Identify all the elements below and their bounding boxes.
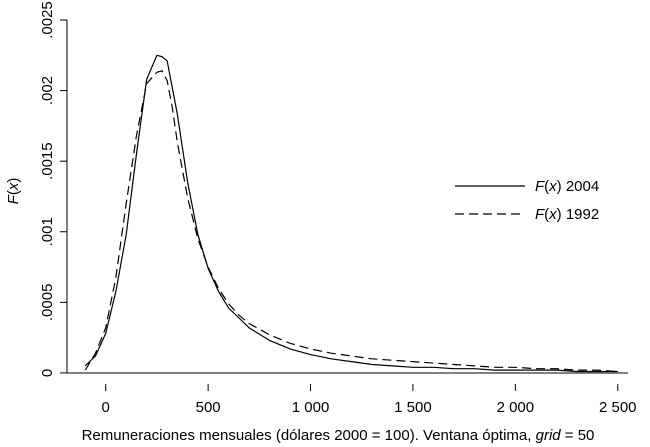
series-line-0	[84, 54, 618, 373]
legend-label-1992: F(x) 1992	[535, 206, 599, 223]
x-axis-title: Remuneraciones mensuales (dólares 2000 =…	[82, 427, 595, 444]
x-tick-label: 2 500	[599, 399, 637, 416]
legend-label-2004: F(x) 2004	[535, 178, 599, 195]
x-tick-label: 1 500	[394, 399, 432, 416]
y-tick-label: .002	[39, 76, 56, 105]
series-layer	[84, 54, 618, 373]
y-tick-label: 0	[39, 369, 56, 377]
series-line-1	[84, 70, 618, 373]
axes	[66, 20, 628, 374]
y-axis-title: F(x)	[5, 178, 22, 205]
x-tick-label: 1 000	[292, 399, 330, 416]
y-tick-label: .0015	[39, 142, 56, 180]
legend: F(x) 2004 F(x) 1992	[455, 178, 599, 223]
y-tick-label: .0005	[39, 284, 56, 322]
x-tick-label: 500	[196, 399, 221, 416]
x-tick-label: 0	[102, 399, 110, 416]
y-tick-label: .0025	[39, 1, 56, 39]
y-tick-label: .001	[39, 217, 56, 246]
ticks: 0 .0005 .001 .0015 .002 .0025 0 500 1 000 1 500 2 …	[39, 1, 637, 416]
x-tick-label: 2 000	[497, 399, 535, 416]
